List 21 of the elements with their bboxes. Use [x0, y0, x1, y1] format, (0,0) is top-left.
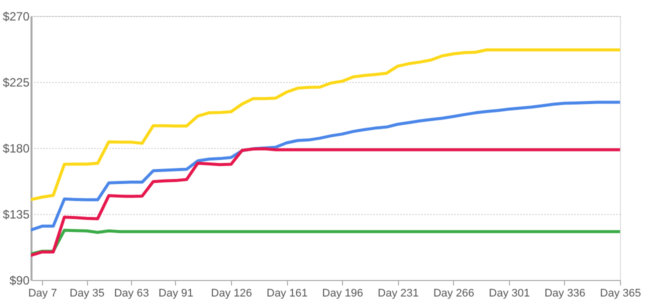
x-tick-label: Day 266 [433, 288, 474, 300]
line-series [31, 100, 620, 232]
x-tick-label: Day 365 [600, 288, 641, 300]
x-tick-label: Day 35 [70, 288, 104, 300]
y-tick-label: $135 [2, 208, 30, 222]
x-tick-label: Day 126 [211, 288, 252, 300]
x-tick-label: Day 7 [28, 288, 57, 300]
x-tick-label: Day 336 [544, 288, 586, 300]
x-tick-label: Day 91 [158, 288, 194, 300]
x-tick-label: Day 196 [322, 288, 364, 300]
x-tick-label: Day 231 [378, 288, 419, 300]
y-tick-label: $270 [2, 10, 30, 24]
line-series [31, 48, 620, 201]
line-series [31, 147, 620, 257]
y-tick-label: $180 [2, 142, 30, 156]
y-tick-label: $90 [9, 274, 30, 288]
x-tick-label: Day 301 [488, 288, 530, 300]
x-tick-label: Day 161 [266, 288, 308, 300]
x-tick-label: Day 63 [114, 288, 149, 300]
y-tick-label: $225 [2, 76, 30, 90]
line-series [31, 228, 620, 256]
